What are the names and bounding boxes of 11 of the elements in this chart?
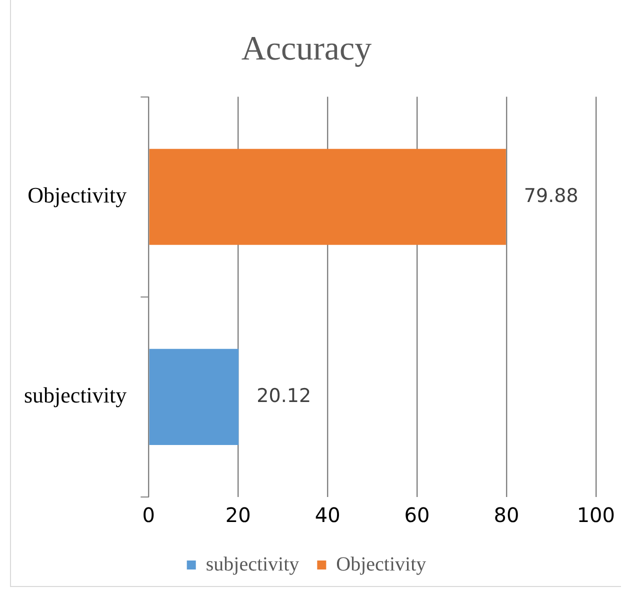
data-label: 20.12 <box>256 384 312 407</box>
x-tick-label: 20 <box>225 503 251 528</box>
x-tick-label: 60 <box>404 503 430 528</box>
chart-title: Accuracy <box>241 30 372 68</box>
legend-label: Objectivity <box>336 553 426 576</box>
data-label: 79.88 <box>524 184 578 207</box>
legend-label: subjectivity <box>206 553 300 576</box>
x-tick-label: 100 <box>576 503 616 528</box>
x-tick-label: 40 <box>314 503 340 528</box>
x-tick-label: 80 <box>494 503 520 528</box>
x-tick-label: 0 <box>142 503 156 528</box>
